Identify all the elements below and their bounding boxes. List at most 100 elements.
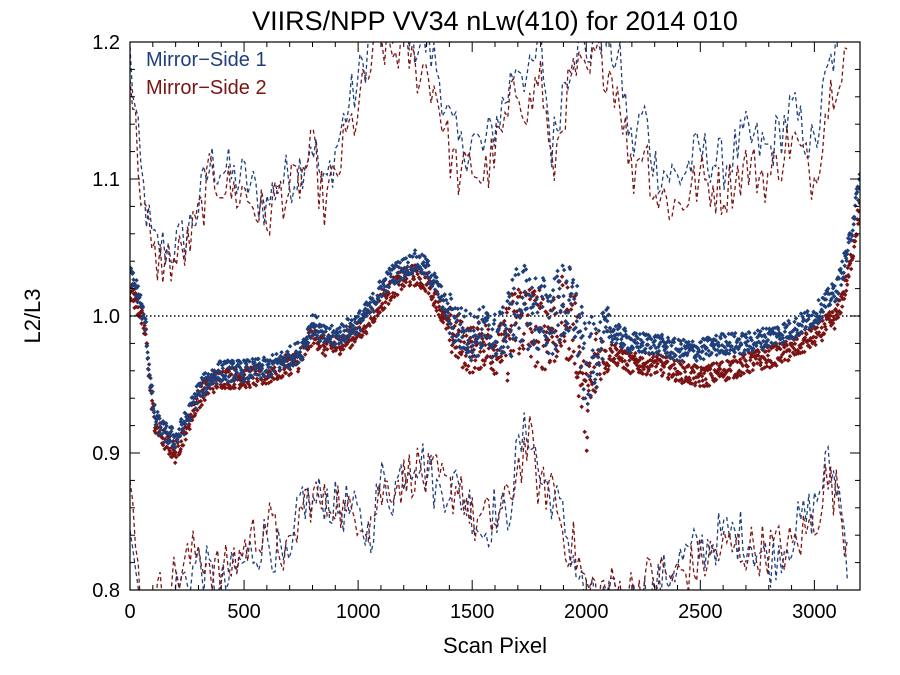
scatter-point — [529, 294, 534, 299]
scatter-point — [640, 356, 645, 361]
scatter-point — [142, 323, 147, 328]
scatter-point — [640, 343, 645, 348]
scatter-point — [283, 358, 288, 363]
x-tick-label: 500 — [227, 601, 260, 623]
scatter-point — [791, 335, 797, 341]
scatter-point — [444, 314, 449, 319]
scatter-point — [656, 348, 662, 354]
scatter-point — [839, 304, 845, 309]
scatter-point — [782, 357, 788, 362]
scatter-point — [293, 362, 298, 367]
x-axis-label: Scan Pixel — [443, 633, 547, 658]
scatter-point — [469, 358, 474, 363]
scatter-point — [615, 336, 620, 342]
scatter-point — [716, 343, 722, 348]
scatter-point — [459, 349, 465, 354]
scatter-point — [415, 262, 420, 267]
scatter-point — [514, 301, 520, 306]
scatter-point — [615, 360, 621, 366]
scatter-point — [645, 342, 651, 347]
scatter-point — [562, 309, 568, 315]
scatter-point — [560, 263, 565, 268]
scatter-point — [320, 351, 325, 356]
scatter-point — [520, 343, 525, 348]
scatter-point — [792, 341, 798, 347]
scatter-point — [478, 349, 483, 355]
scatter-point — [448, 321, 453, 327]
scatter-point — [620, 345, 625, 350]
scatter-point — [544, 335, 549, 340]
scatter-point — [566, 328, 571, 333]
scatter-point — [407, 279, 413, 285]
scatter-point — [508, 348, 514, 354]
scatter-point — [573, 291, 579, 297]
scatter-point — [595, 351, 600, 357]
scatter-point — [577, 315, 582, 320]
series-2-upper-line — [130, 42, 848, 283]
scatter-point — [430, 281, 436, 287]
scatter-point — [722, 334, 728, 339]
scatter-point — [367, 323, 373, 328]
scatter-point — [597, 371, 603, 377]
scatter-point — [535, 360, 540, 365]
scatter-point — [810, 323, 816, 329]
scatter-point — [714, 352, 719, 358]
scatter-point — [629, 336, 634, 342]
scatter-point — [538, 327, 544, 332]
scatter-point — [498, 321, 504, 326]
scatter-point — [395, 292, 400, 298]
scatter-point — [471, 328, 477, 333]
scatter-point — [135, 283, 141, 289]
scatter-point — [448, 296, 454, 301]
scatter-point — [447, 292, 453, 297]
scatter-point — [664, 344, 670, 350]
scatter-point — [298, 345, 303, 351]
scatter-point — [403, 256, 409, 261]
scatter-point — [582, 429, 587, 435]
scatter-point — [455, 332, 461, 337]
scatter-point — [508, 327, 514, 333]
scatter-point — [830, 320, 836, 326]
scatter-point — [457, 322, 463, 327]
scatter-point — [355, 326, 360, 331]
scatter-point — [671, 361, 677, 367]
scatter-point — [382, 284, 387, 289]
scatter-point — [134, 278, 139, 283]
scatter-point — [386, 284, 392, 290]
scatter-point — [844, 258, 849, 264]
scatter-point — [252, 360, 257, 365]
scatter-point — [204, 389, 209, 395]
scatter-point — [558, 343, 564, 349]
scatter-point — [354, 330, 360, 335]
scatter-point — [650, 351, 656, 356]
scatter-point — [533, 276, 538, 281]
scatter-point — [572, 334, 578, 339]
scatter-point — [565, 321, 570, 326]
scatter-point — [528, 326, 533, 332]
scatter-point — [834, 296, 839, 302]
scatter-point — [198, 398, 204, 404]
scatter-point — [353, 320, 358, 325]
scatter-point — [571, 296, 577, 302]
scatter-point — [681, 337, 686, 343]
scatter-point — [155, 409, 160, 415]
scatter-point — [510, 277, 515, 283]
scatter-point — [350, 342, 355, 348]
scatter-point — [686, 339, 691, 345]
scatter-point — [516, 272, 521, 277]
scatter-point — [274, 351, 279, 357]
scatter-point — [655, 333, 661, 338]
scatter-point — [570, 337, 575, 343]
scatter-point — [850, 228, 855, 233]
scatter-point — [570, 280, 575, 286]
scatter-point — [637, 331, 643, 337]
scatter-point — [398, 275, 404, 281]
scatter-point — [256, 372, 262, 378]
scatter-point — [618, 331, 623, 337]
scatter-point — [819, 315, 825, 320]
scatter-point — [460, 365, 465, 370]
scatter-point — [576, 344, 582, 349]
scatter-point — [501, 350, 507, 355]
scatter-point — [719, 359, 725, 365]
scatter-point — [640, 340, 646, 345]
